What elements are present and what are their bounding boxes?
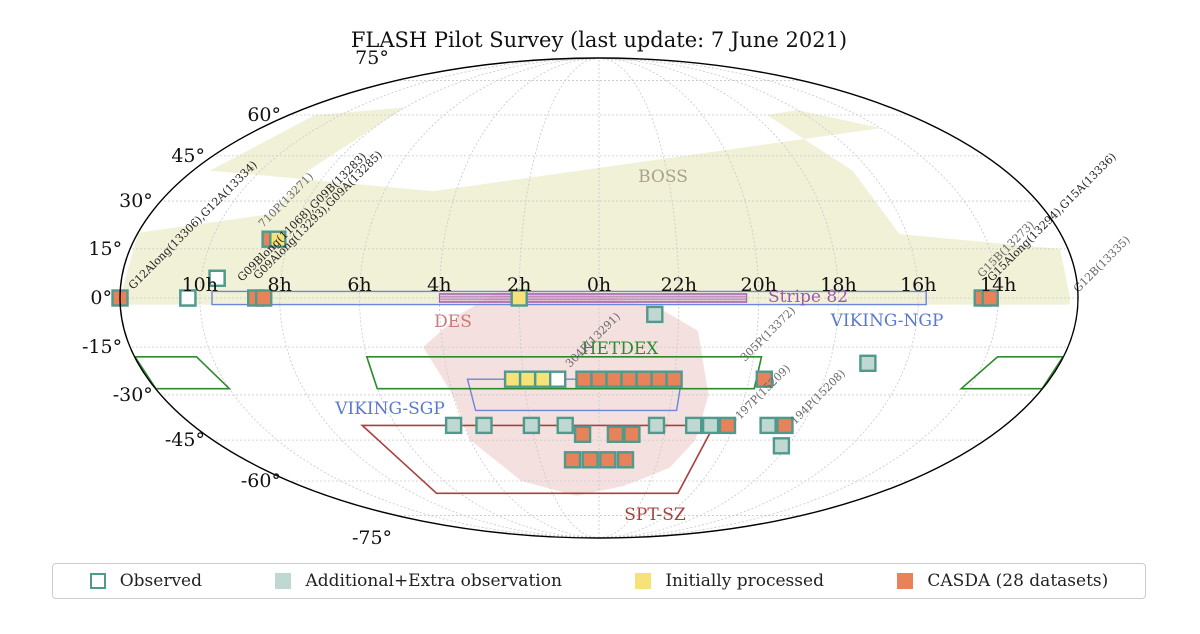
ra-tick-label: 10h [182,274,218,296]
dec-tick-label: 60° [247,104,281,126]
field-square-casda[interactable] [575,370,593,388]
dec-tick-label: 75° [355,47,389,69]
field-square-additional[interactable] [522,416,541,435]
field-square-additional[interactable] [475,416,493,435]
field-square-casda[interactable] [635,370,653,388]
legend-swatch [897,573,914,589]
dec-tick-label: -75° [352,527,392,549]
legend-swatch [89,573,106,589]
ra-tick-label: 16h [900,274,936,296]
field-square-observed[interactable] [179,289,197,307]
ra-tick-label: 14h [980,274,1016,296]
field-square-initial[interactable] [534,370,552,388]
legend-label: Initially processed [665,571,824,591]
field-square-casda[interactable] [599,451,617,469]
field-square-casda[interactable] [581,451,599,469]
field-square-casda[interactable] [981,289,999,307]
ra-tick-label: 4h [427,274,451,296]
field-label: G12B(13335) [1071,233,1133,295]
field-square-casda[interactable] [590,370,608,388]
field-square-additional[interactable] [647,416,666,435]
field-square-casda[interactable] [665,370,683,388]
dec-tick-label: 15° [88,238,122,260]
region-label: Stripe 82 [768,287,848,307]
field-square-initial[interactable] [269,230,287,248]
field-square-casda[interactable] [650,370,668,388]
field-square-additional[interactable] [701,416,720,435]
legend-label: CASDA (28 datasets) [927,571,1109,591]
legend-item: Additional+Extra observation [275,571,562,591]
hetdex-region-west [959,355,1065,390]
chart-title: FLASH Pilot Survey (last update: 7 June … [351,28,847,52]
ra-tick-label: 6h [347,274,371,296]
field-square-casda[interactable] [605,370,623,388]
dec-tick-label: -60° [241,470,281,492]
field-square-initial[interactable] [503,370,522,388]
grid-ra-line [598,58,839,538]
field-square-observed[interactable] [549,370,567,388]
grid-ra-line [518,58,600,538]
field-square-additional[interactable] [556,416,574,435]
legend-item: CASDA (28 datasets) [897,571,1108,591]
dec-tick-label: 0° [90,287,112,309]
ra-tick-label: 18h [820,274,856,296]
region-label: DES [434,312,472,332]
legend-item: Initially processed [635,571,824,591]
region-label: VIKING-SGP [334,399,445,419]
region-label: HETDEX [582,339,660,359]
hetdex-region [365,355,763,390]
field-square-observed[interactable] [208,269,226,287]
legend: Observed Additional+Extra observation Init… [52,563,1146,599]
boss-footprint-right [120,110,967,305]
ra-tick-label: 0h [587,274,611,296]
grid-ra-line [598,58,760,538]
field-square-initial[interactable] [510,289,528,307]
field-square-casda[interactable] [255,289,273,307]
field-square-casda[interactable] [563,451,582,469]
field-square-additional[interactable] [859,354,877,372]
field-square-additional[interactable] [772,437,791,455]
viking-ngp-region [211,290,927,306]
dec-tick-label: -15° [82,336,122,358]
ra-tick-label: 8h [268,274,292,296]
field-square-casda[interactable] [755,370,773,388]
grid-ra-line [598,58,680,538]
sky-outline [119,57,1079,539]
field-square-casda[interactable] [620,370,638,388]
grid-ra-line [359,58,600,538]
des-footprint [423,291,709,496]
ra-tick-label: 2h [507,274,531,296]
region-label: SPT-SZ [624,505,686,525]
field-square-additional[interactable] [444,416,463,435]
field-square-casda[interactable] [616,451,635,469]
ra-tick-label: 20h [740,274,776,296]
field-square-additional[interactable] [646,305,664,324]
field-square-initial[interactable] [518,370,537,388]
dec-tick-label: -45° [165,429,205,451]
ra-tick-label: 22h [661,274,697,296]
field-square-additional[interactable] [685,416,703,435]
hetdex-region-east [133,355,232,390]
field-square-casda[interactable] [573,425,592,443]
dec-tick-label: 30° [119,190,153,212]
field-square-casda[interactable] [623,425,641,443]
dec-tick-label: -30° [113,384,153,406]
field-square-casda[interactable] [718,416,737,435]
field-square-additional[interactable] [759,416,777,435]
legend-swatch [275,573,292,589]
field-square-casda[interactable] [606,425,625,443]
grid-ra-line [279,58,600,538]
region-label: BOSS [638,167,688,187]
legend-label: Observed [119,571,202,591]
dec-tick-label: 45° [171,145,205,167]
field-square-casda[interactable] [776,416,794,435]
legend-swatch [635,573,652,589]
grid-ra-line [598,58,919,538]
region-label: VIKING-NGP [830,311,944,331]
legend-item: Observed [89,571,202,591]
grid-ra-line [199,58,600,538]
legend-label: Additional+Extra observation [305,571,562,591]
